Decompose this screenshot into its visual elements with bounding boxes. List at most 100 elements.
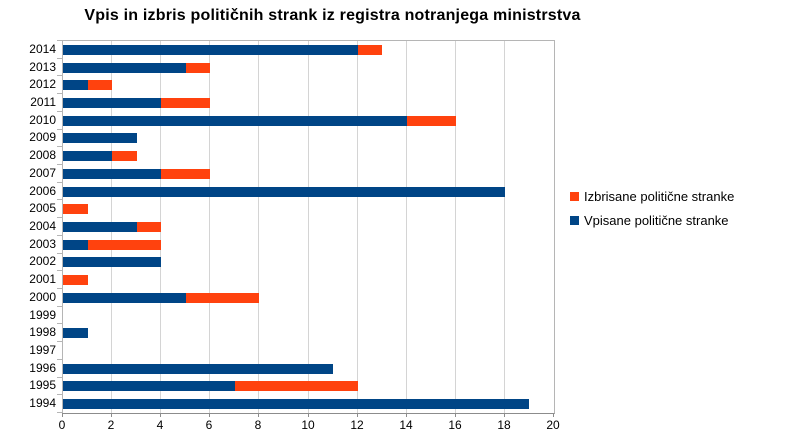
y-axis-tick [57,40,62,41]
bar-segment-vpisane-2000 [63,292,186,303]
bar-segment-izbrisane-2014 [357,44,383,55]
x-axis-tick-4 [160,413,161,417]
bar-segment-izbrisane-1995 [234,381,358,392]
y-axis-tick [57,146,62,147]
x-axis-label-0: 0 [58,418,66,432]
y-axis-label-2014: 2014 [29,41,56,56]
bar-segment-vpisane-2009 [63,133,137,144]
y-axis-tick [57,341,62,342]
x-axis-label-2: 2 [107,418,115,432]
x-axis-label-18: 18 [497,418,511,432]
y-axis-tick [57,75,62,76]
bar-segment-izbrisane-2004 [136,222,162,232]
x-axis-label-14: 14 [399,418,413,432]
bar-segment-vpisane-1998 [63,328,88,339]
bar-segment-vpisane-2007 [63,168,162,179]
x-axis-label-6: 6 [205,418,213,432]
bar-segment-izbrisane-2007 [161,168,211,179]
y-axis-label-2010: 2010 [29,112,56,127]
y-axis-tick [57,182,62,183]
bar-segment-izbrisane-2012 [87,80,113,91]
legend-swatch-vpisane-icon [570,215,579,225]
x-axis-tick-8 [258,413,259,417]
bar-segment-izbrisane-2003 [87,239,162,250]
y-axis-tick [57,394,62,395]
legend: Izbrisane politične stranke Vpisane poli… [570,189,734,237]
y-axis-label-1998: 1998 [29,325,56,340]
bar-segment-izbrisane-2008 [112,151,137,162]
x-axis-tick-0 [62,413,63,417]
y-axis-label-1995: 1995 [29,378,56,393]
legend-item-vpisane: Vpisane politične stranke [570,212,734,228]
bar-segment-vpisane-2003 [63,239,88,250]
y-axis-tick [57,58,62,59]
x-axis-tick-14 [406,413,407,417]
y-axis-label-2004: 2004 [29,219,56,233]
gridline-x-14 [406,41,407,413]
x-axis-tick-18 [504,413,505,417]
bar-segment-izbrisane-2013 [185,62,211,73]
x-axis-label-20: 20 [546,418,560,432]
bar-segment-vpisane-2002 [63,257,162,268]
x-axis-tick-16 [455,413,456,417]
x-axis-tick-6 [209,413,210,417]
y-axis-label-2008: 2008 [29,148,56,163]
gridline-x-18 [504,41,505,413]
y-axis-tick [57,288,62,289]
gridline-x-16 [455,41,456,413]
y-axis-label-2003: 2003 [29,236,56,251]
x-axis-label-8: 8 [254,418,262,432]
x-axis-label-16: 16 [448,418,462,432]
y-axis-label-2005: 2005 [29,201,56,216]
y-axis-tick [57,93,62,94]
y-axis-label-1994: 1994 [29,396,56,411]
bar-segment-vpisane-1995 [63,381,235,392]
y-axis-tick [57,129,62,130]
gridline-x-10 [308,41,309,413]
bar-segment-vpisane-2010 [63,115,407,126]
bar-segment-izbrisane-2001 [63,275,88,286]
bar-segment-vpisane-2011 [63,98,162,108]
bar-segment-izbrisane-2011 [161,98,211,108]
y-axis-label-2013: 2013 [29,59,56,74]
legend-label-vpisane: Vpisane politične stranke [584,212,729,228]
gridline-x-8 [258,41,259,413]
legend-swatch-izbrisane-icon [570,191,579,201]
y-axis-label-2006: 2006 [29,183,56,198]
bar-segment-vpisane-2013 [63,62,186,73]
y-axis-tick [57,235,62,236]
x-axis-label-10: 10 [301,418,315,432]
y-axis-tick [57,323,62,324]
x-axis-tick-10 [308,413,309,417]
legend-label-izbrisane: Izbrisane politične stranke [584,188,735,204]
y-axis-tick [57,359,62,360]
y-axis-label-2000: 2000 [29,289,56,304]
y-axis-tick [57,217,62,218]
x-axis-tick-2 [111,413,112,417]
y-axis-label-2009: 2009 [29,130,56,145]
y-axis-label-2007: 2007 [29,165,56,180]
x-axis-tick-12 [357,413,358,417]
y-axis-tick [57,377,62,378]
y-axis-label-1997: 1997 [29,343,56,357]
y-axis-label-2002: 2002 [29,254,56,269]
bar-segment-izbrisane-2010 [406,115,456,126]
x-axis-label-4: 4 [156,418,164,432]
legend-item-izbrisane: Izbrisane politične stranke [570,188,735,204]
x-axis-label-12: 12 [350,418,364,432]
bar-segment-vpisane-1994 [63,399,530,410]
y-axis-label-1999: 1999 [29,307,56,322]
y-axis-tick [57,412,62,413]
bar-segment-vpisane-1996 [63,363,334,374]
chart-title: Vpis in izbris političnih strank iz regi… [84,7,581,24]
y-axis-tick [57,199,62,200]
gridline-x-6 [209,41,210,413]
y-axis-label-1996: 1996 [29,360,56,375]
x-axis-tick-20 [553,413,554,417]
plot-area [62,40,555,414]
y-axis-tick [57,164,62,165]
gridline-x-12 [357,41,358,413]
y-axis-tick [57,270,62,271]
y-axis-tick [57,306,62,307]
